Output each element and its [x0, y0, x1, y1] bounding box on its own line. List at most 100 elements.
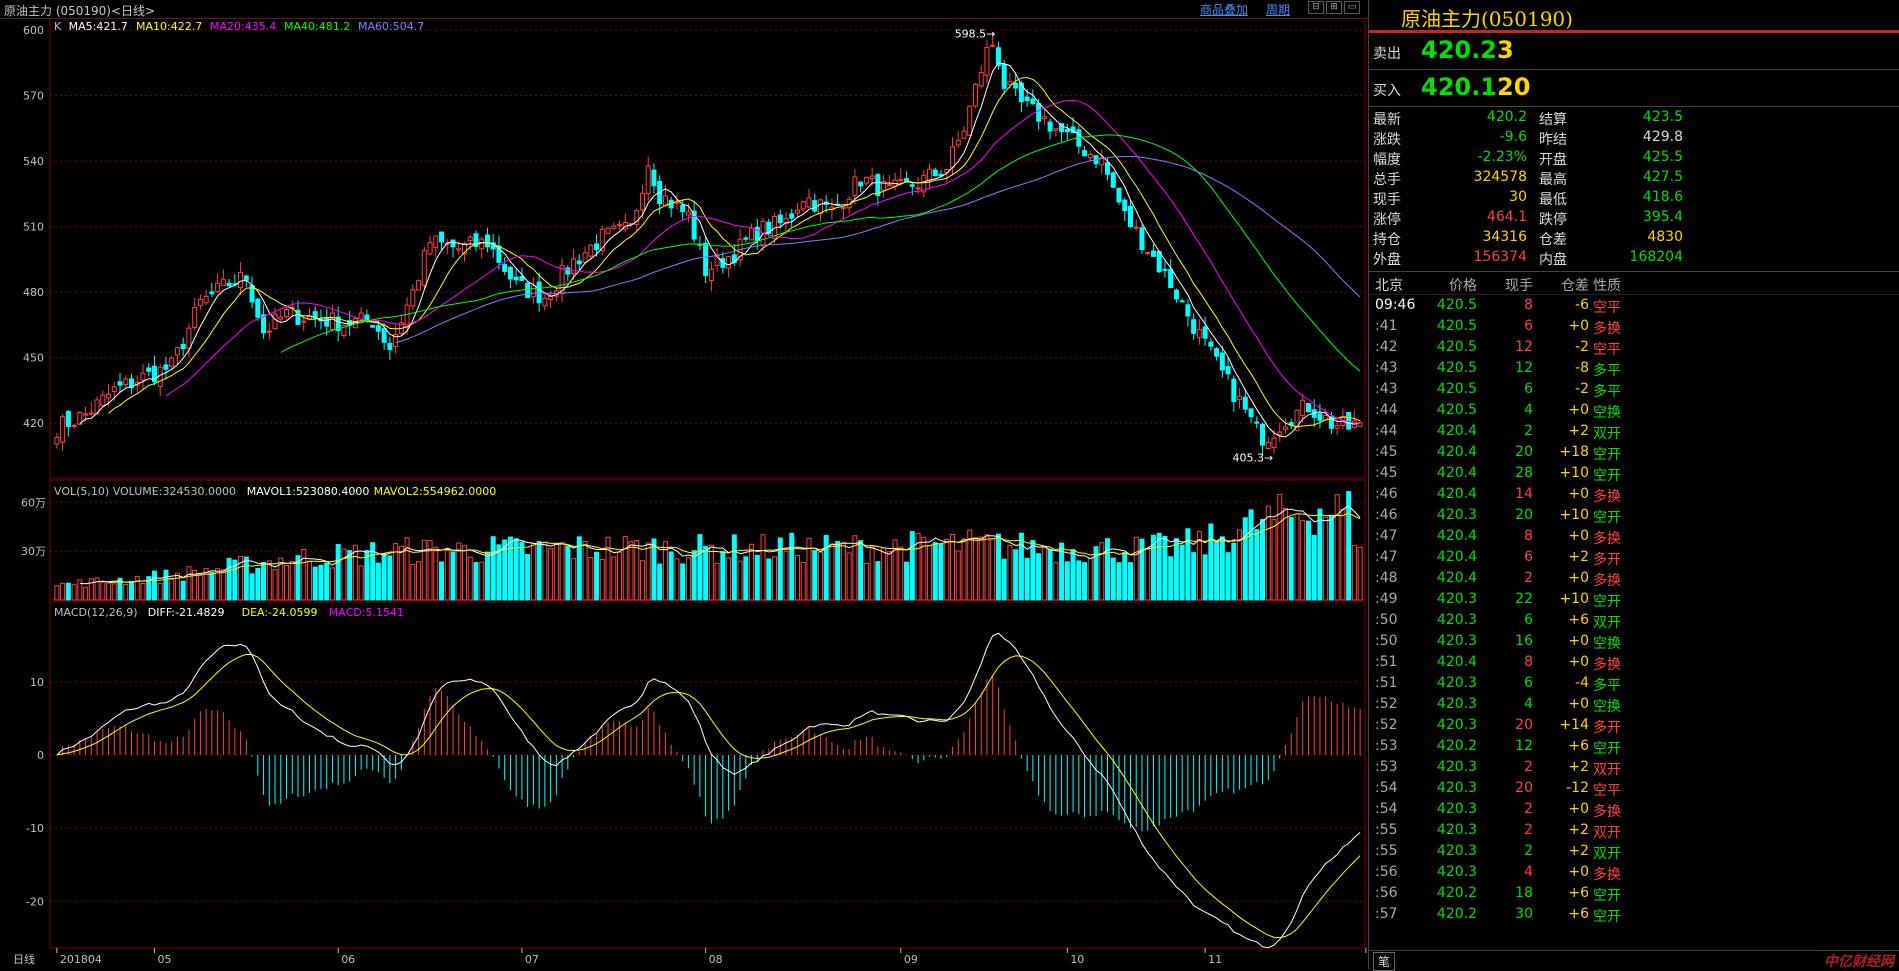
tick-row[interactable]: :48 420.4 2 +0 多换: [1369, 568, 1899, 589]
candle-body: [927, 168, 933, 182]
tick-nature: 空开: [1593, 909, 1621, 925]
tick-oi-change: +6: [1568, 906, 1589, 922]
tick-row[interactable]: :47 420.4 8 +0 多换: [1369, 526, 1899, 547]
ma40-line: [280, 134, 1361, 372]
volume-bar: [909, 531, 915, 601]
volume-bar: [1334, 494, 1340, 601]
tick-row[interactable]: :45 420.4 28 +10 空开: [1369, 463, 1899, 484]
tick-row[interactable]: :55 420.3 2 +2 双开: [1369, 820, 1899, 841]
tick-row[interactable]: :52 420.3 4 +0 空换: [1369, 694, 1899, 715]
candle-body: [1265, 441, 1271, 450]
volume-bar: [1282, 507, 1289, 601]
tick-row[interactable]: :41 420.5 6 +0 多换: [1369, 316, 1899, 337]
stat-label: 外盘: [1373, 252, 1401, 268]
volume-bar: [507, 536, 513, 601]
volume-bar: [444, 549, 450, 601]
price-panel-frame: [49, 18, 1366, 479]
volume-bar: [461, 545, 468, 601]
tick-nature: 多平: [1593, 678, 1621, 694]
ma10-line: [108, 76, 1361, 428]
price-tick-label: 540: [23, 155, 44, 168]
volume-bar: [1150, 534, 1156, 601]
tick-row[interactable]: :55 420.3 2 +2 双开: [1369, 841, 1899, 862]
diff-line: [56, 632, 1361, 949]
stat-row: 幅度 -2.23% 开盘 425.5: [1369, 149, 1899, 169]
candle-body: [1173, 289, 1179, 300]
tick-row[interactable]: :42 420.5 12 -2 空平: [1369, 337, 1899, 358]
candle-body: [1254, 421, 1260, 424]
macd-legend-item: MACD(12,26,9): [54, 606, 138, 619]
volume-bar: [393, 543, 399, 601]
maximize-icon[interactable]: ⊞: [1326, 1, 1342, 14]
candlestick-chart[interactable]: 600 570 540 510 480 450 420 60万 30万 10 0 -10 -20 598.…: [0, 18, 1368, 969]
candle-body: [1116, 187, 1122, 203]
high-annotation: 598.5→: [955, 27, 996, 40]
volume-bar: [1162, 535, 1168, 601]
x-tick-label: 201804: [60, 953, 102, 966]
tick-row[interactable]: :50 420.3 6 +6 双开: [1369, 610, 1899, 631]
candle-body: [1317, 413, 1323, 421]
volume-bar: [588, 557, 594, 601]
tick-row[interactable]: :57 420.2 30 +6 空开: [1369, 904, 1899, 925]
volume-bar: [1185, 528, 1191, 601]
candle-body: [329, 312, 335, 331]
buy-price: 420.1: [1421, 73, 1497, 101]
tick-time: :43: [1375, 360, 1398, 376]
volume-bar: [301, 548, 307, 601]
tick-row[interactable]: :54 420.3 20 -12 空平: [1369, 778, 1899, 799]
candle-body: [588, 244, 594, 257]
candle-body: [662, 195, 668, 207]
restore-icon[interactable]: ▭: [1344, 1, 1360, 14]
volume-bar: [949, 533, 956, 601]
candle-body: [433, 235, 439, 249]
tick-row[interactable]: :49 420.3 22 +10 空开: [1369, 589, 1899, 610]
tick-list[interactable]: 09:46 420.5 8 -6 空平:41 420.5 6 +0 多换:42 420.5 12 -2…: [1369, 295, 1899, 925]
candle-body: [1122, 199, 1128, 212]
tick-row[interactable]: :56 420.2 18 +6 空开: [1369, 883, 1899, 904]
candle-body: [1156, 251, 1162, 273]
overlay-commodity-link[interactable]: 商品叠加: [1199, 3, 1248, 17]
minimize-icon[interactable]: ⊟: [1308, 1, 1324, 14]
ticks-tab[interactable]: 笔: [1373, 952, 1396, 971]
tick-price: 420.4: [1436, 528, 1477, 544]
tick-row[interactable]: :52 420.3 20 +14 多开: [1369, 715, 1899, 736]
tick-row[interactable]: :51 420.4 8 +0 多换: [1369, 652, 1899, 673]
tick-row[interactable]: :50 420.3 16 +0 空换: [1369, 631, 1899, 652]
tick-row[interactable]: :43 420.5 12 -8 多平: [1369, 358, 1899, 379]
tick-row[interactable]: :44 420.4 2 +2 双开: [1369, 421, 1899, 442]
tick-row[interactable]: :44 420.5 4 +0 空换: [1369, 400, 1899, 421]
buy-qty: 20: [1497, 73, 1531, 101]
quote-panel: 原油主力(050190) 卖出 420.2 3 买入 420.1 20 最新 42…: [1368, 0, 1899, 971]
tick-row[interactable]: :51 420.3 6 -4 多平: [1369, 673, 1899, 694]
tick-row[interactable]: 09:46 420.5 8 -6 空平: [1369, 295, 1899, 316]
macd-tick-label: 0: [37, 749, 44, 762]
tick-price: 420.3: [1436, 507, 1477, 523]
tick-price: 420.3: [1436, 801, 1477, 817]
stat-label: 仓差: [1539, 232, 1567, 248]
tick-volume: 14: [1515, 486, 1533, 502]
tick-volume: 6: [1524, 318, 1533, 334]
candle-body: [571, 258, 577, 275]
tick-row[interactable]: :47 420.4 6 +2 多开: [1369, 547, 1899, 568]
macd-tick-label: 10: [30, 676, 44, 689]
volume-bar: [387, 555, 393, 601]
tick-row[interactable]: :56 420.3 4 +0 多换: [1369, 862, 1899, 883]
volume-bar: [530, 543, 536, 601]
volume-bar: [714, 562, 720, 601]
tick-row[interactable]: :46 420.4 14 +0 多换: [1369, 484, 1899, 505]
tick-row[interactable]: :46 420.3 20 +10 空开: [1369, 505, 1899, 526]
tick-row[interactable]: :54 420.3 2 +0 多换: [1369, 799, 1899, 820]
tick-oi-change: +0: [1568, 654, 1589, 670]
tick-row[interactable]: :53 420.2 12 +6 空开: [1369, 736, 1899, 757]
volume-bar: [685, 557, 691, 601]
tick-row[interactable]: :45 420.4 20 +18 空开: [1369, 442, 1899, 463]
tick-row[interactable]: :53 420.3 2 +2 双开: [1369, 757, 1899, 778]
candle-body: [1145, 251, 1151, 254]
candle-body: [1110, 172, 1116, 188]
tick-volume: 2: [1524, 759, 1533, 775]
volume-bar: [772, 556, 778, 601]
tick-row[interactable]: :43 420.5 6 -2 多平: [1369, 379, 1899, 400]
candle-body: [1242, 396, 1248, 410]
period-link[interactable]: 周期: [1265, 3, 1290, 17]
volume-bar: [306, 560, 312, 601]
